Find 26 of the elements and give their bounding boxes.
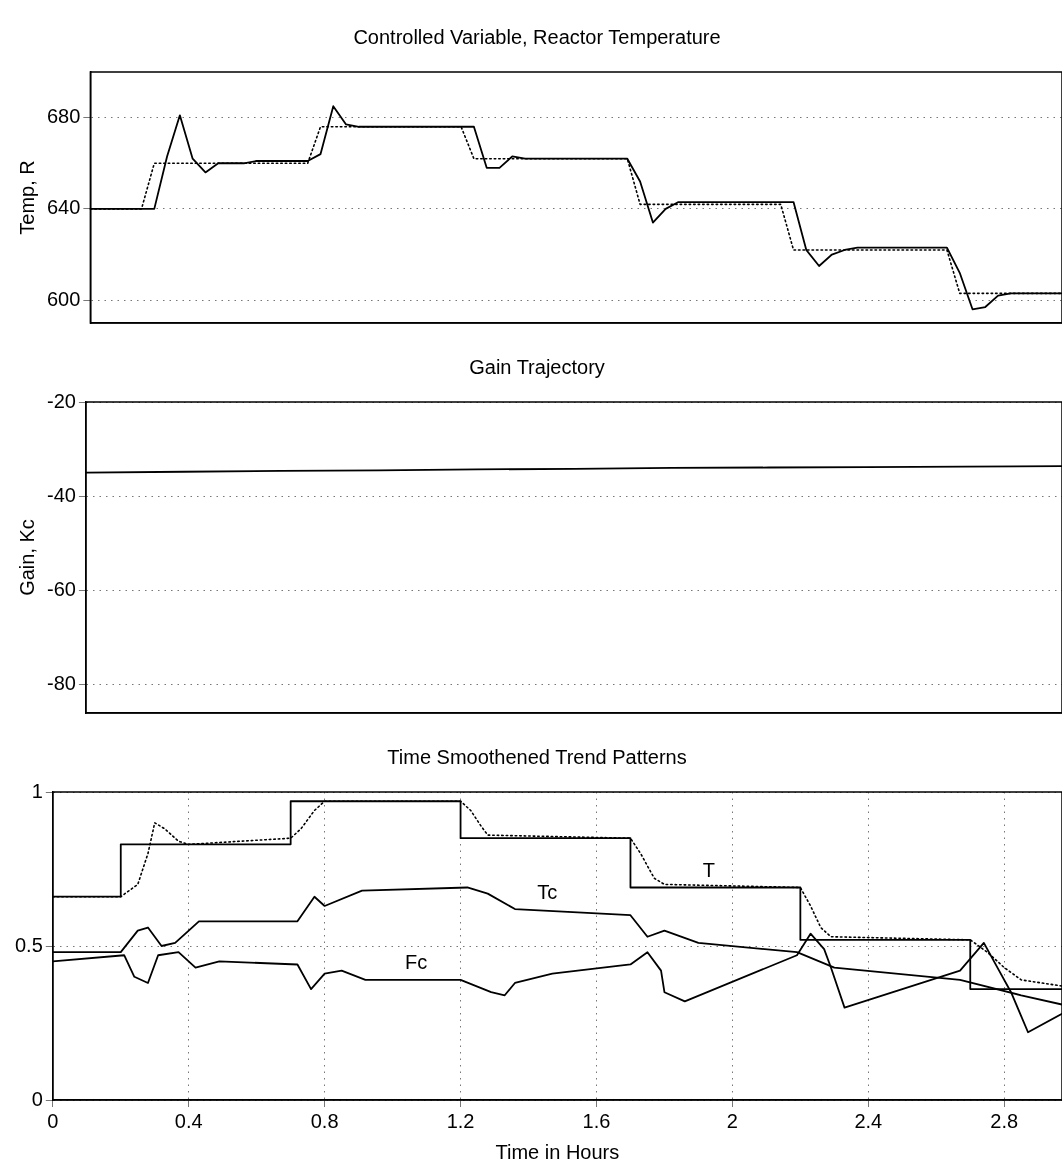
x-tick-label: 1.6 xyxy=(582,1109,611,1132)
chart-title: Controlled Variable, Reactor Temperature xyxy=(353,25,721,48)
x-tick-label: 1.2 xyxy=(446,1109,475,1132)
y-tick-label: -40 xyxy=(47,483,76,506)
y-tick-label: 0 xyxy=(31,1087,43,1110)
x-tick-label: 0.8 xyxy=(310,1109,339,1132)
y-tick-label: -60 xyxy=(47,578,76,600)
y-tick-label: 0.5 xyxy=(14,933,43,956)
y-tick-label: -20 xyxy=(47,389,76,412)
x-tick-label: 0.4 xyxy=(174,1109,203,1132)
y-tick-label: 1 xyxy=(31,779,43,802)
y-axis-title: Gain, Kc xyxy=(15,519,38,596)
y-tick-label: 600 xyxy=(46,287,81,310)
y-tick-label: 680 xyxy=(46,105,81,128)
x-axis-title: Time in Hours xyxy=(495,1140,620,1163)
series-label: T xyxy=(702,859,715,881)
series-label: Fc xyxy=(405,951,428,974)
x-tick-label: 2 xyxy=(726,1109,738,1132)
series-label: Tc xyxy=(537,880,558,903)
x-tick-label: 2.8 xyxy=(990,1109,1019,1132)
y-axis-title: Temp, R xyxy=(15,160,38,235)
chart-title: Time Smoothened Trend Patterns xyxy=(387,745,687,768)
y-tick-label: -80 xyxy=(47,672,76,695)
y-tick-label: 640 xyxy=(46,196,81,219)
x-tick-label: 2.4 xyxy=(854,1109,883,1132)
chart-title: Gain Trajectory xyxy=(469,355,605,378)
